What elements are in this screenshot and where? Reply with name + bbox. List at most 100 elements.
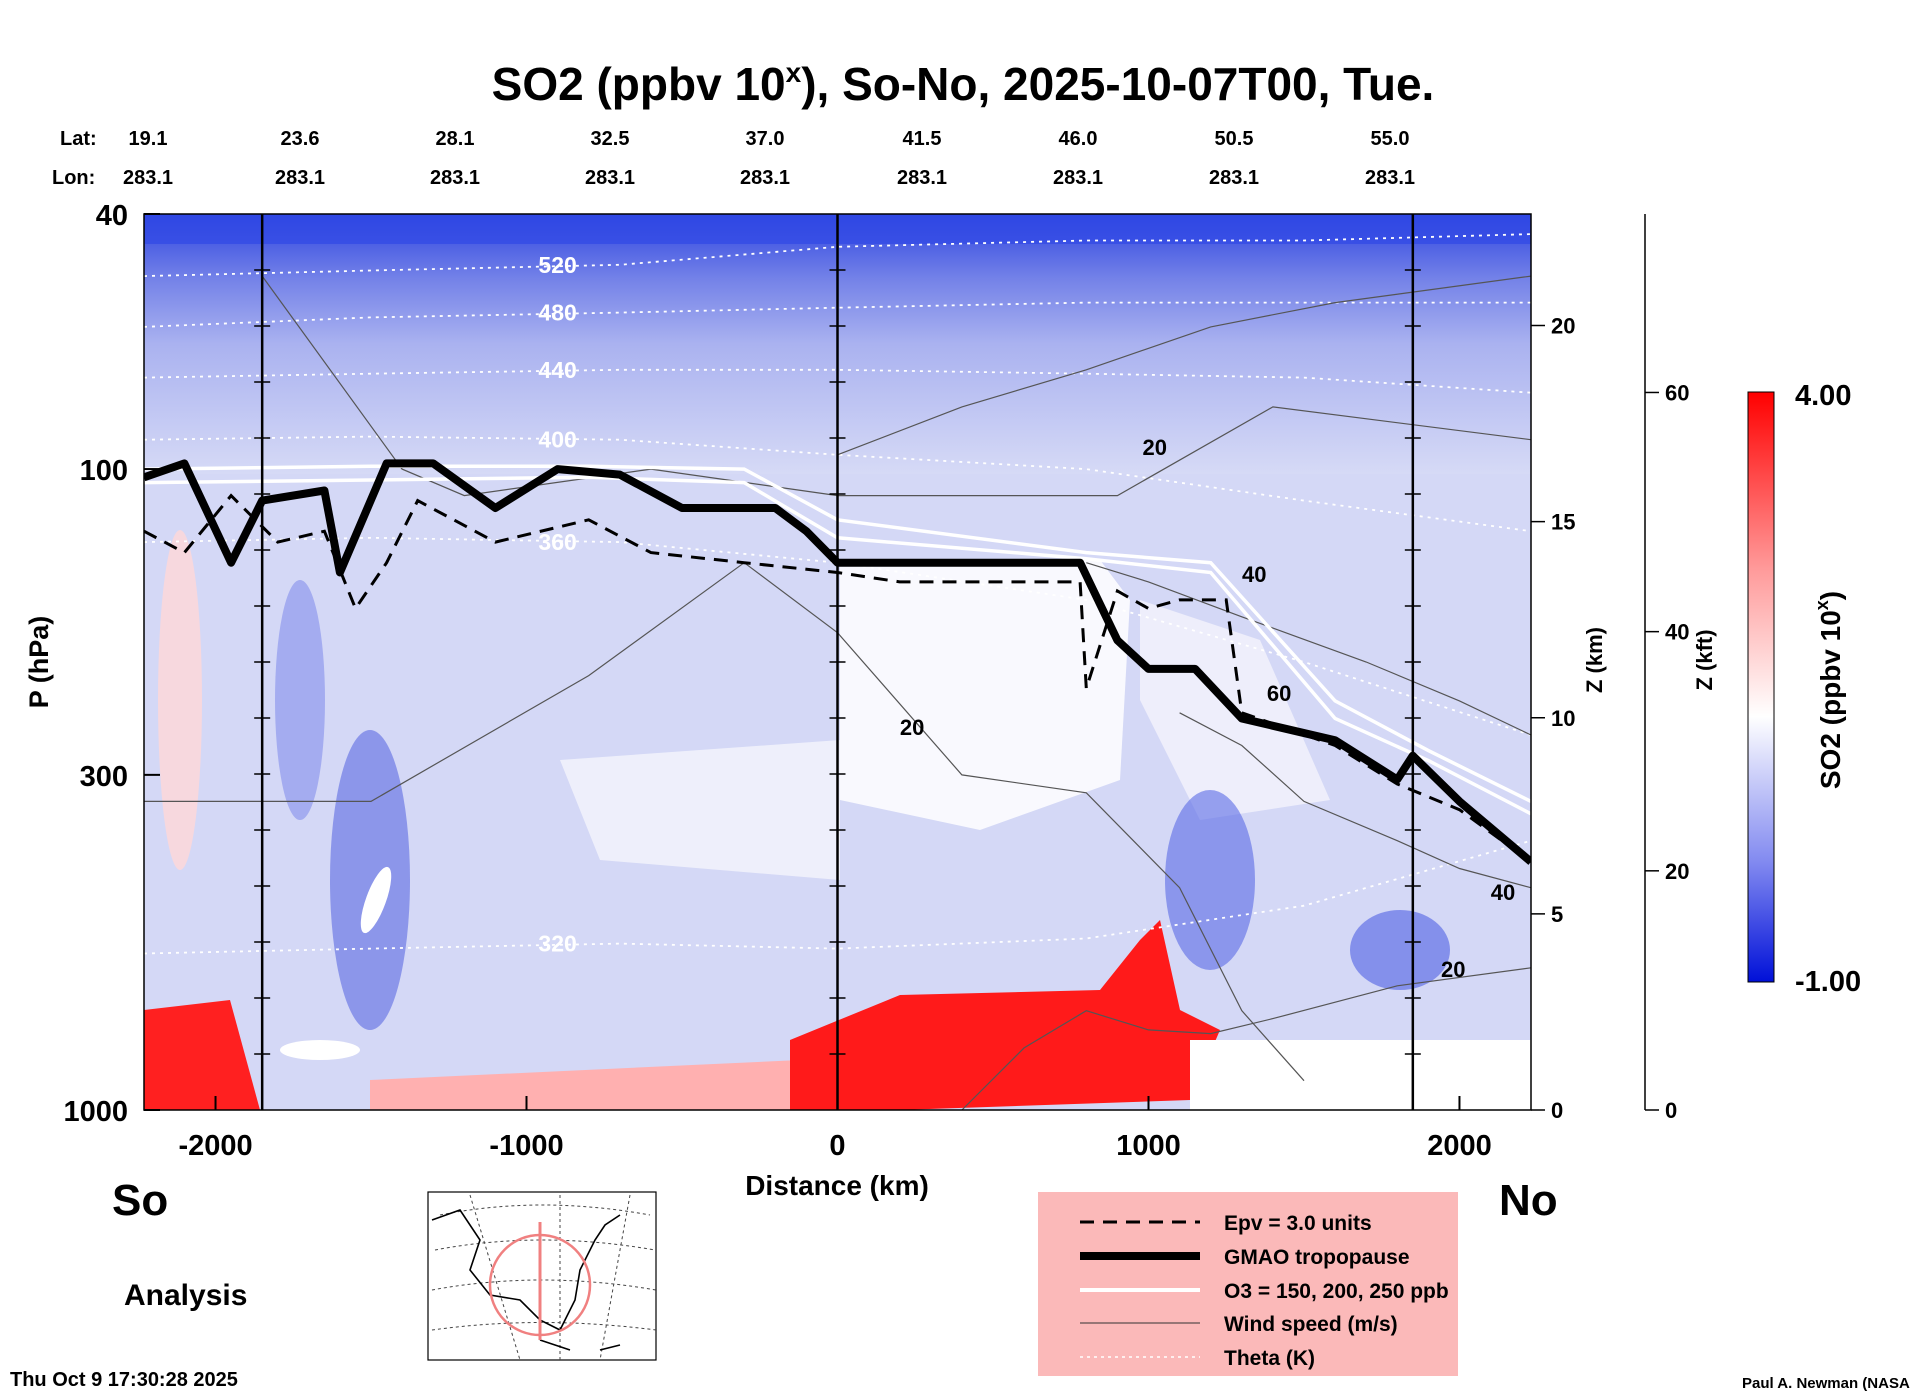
x-axis-label: Distance (km) [745, 1170, 929, 1201]
lon-value: 283.1 [1365, 167, 1415, 189]
legend: Epv = 3.0 units GMAO tropopause O3 = 150… [1038, 1192, 1458, 1376]
lon-value: 283.1 [585, 167, 635, 189]
x-axis-ticks: -2000 -1000 0 1000 2000 [178, 1096, 1492, 1162]
wind-contour-label: 40 [1491, 880, 1515, 905]
wind-contour [961, 967, 1531, 1110]
colorbar-max: 4.00 [1795, 380, 1851, 412]
z-km-tick-label: 15 [1551, 510, 1575, 535]
lon-value: 283.1 [897, 167, 947, 189]
white-ground-blob [280, 1040, 360, 1060]
z-km-tick-label: 0 [1551, 1098, 1563, 1123]
legend-o3-label: O3 = 150, 200, 250 ppb [1224, 1280, 1449, 1303]
credit: Paul A. Newman (NASA [1742, 1375, 1910, 1392]
legend-tropopause-label: GMAO tropopause [1224, 1246, 1410, 1269]
wind-contour-label: 60 [1267, 681, 1291, 706]
y-axis-ticks: 40 100 300 1000 [63, 200, 160, 1128]
map-frame [427, 1191, 657, 1361]
lat-value: 37.0 [746, 128, 785, 150]
z-km-label: Z (km) [1582, 627, 1607, 693]
ozone-contour [144, 464, 1531, 803]
z-km-axis: 0 5 10 15 20 [1531, 314, 1575, 1123]
legend-wind-label: Wind speed (m/s) [1224, 1313, 1398, 1336]
ozone-contour [144, 475, 1531, 816]
lon-value: 283.1 [1209, 167, 1259, 189]
lat-value: 55.0 [1371, 128, 1410, 150]
legend-epv-label: Epv = 3.0 units [1224, 1212, 1372, 1235]
lat-value: 50.5 [1215, 128, 1254, 150]
wind-contour [1086, 562, 1531, 736]
y-tick-label: 300 [80, 761, 128, 793]
x-tick-label: 0 [829, 1130, 845, 1162]
z-kft-tick-label: 0 [1665, 1098, 1677, 1123]
lat-value: 32.5 [591, 128, 630, 150]
theta-contour [144, 233, 1531, 277]
y-tick-label: 1000 [63, 1096, 128, 1128]
tropopause-line-group [144, 459, 1531, 865]
z-kft-tick-label: 20 [1665, 859, 1689, 884]
theta-contour-label: 320 [538, 931, 576, 957]
theta-contour [144, 301, 1531, 328]
colorbar-label: SO2 (ppbv 10x) [1812, 591, 1846, 789]
theta-contour-label: 480 [538, 300, 576, 326]
white-region-center [840, 560, 1130, 830]
red-surface-center [790, 920, 1220, 1110]
lat-value: 23.6 [281, 128, 320, 150]
z-kft-label: Z (kft) [1692, 629, 1717, 690]
south-label: So [112, 1176, 168, 1225]
red-surface-left [144, 1000, 260, 1110]
white-region-mid [560, 740, 840, 880]
y-tick-label: 40 [96, 200, 128, 232]
longitude-row: 283.1 283.1 283.1 283.1 283.1 283.1 283.1 283.1… [123, 167, 1415, 189]
lat-value: 19.1 [129, 128, 168, 150]
wind-contour [837, 275, 1531, 456]
white-blob [360, 866, 392, 934]
timestamp: Thu Oct 9 17:30:28 2025 [10, 1369, 238, 1391]
north-label: No [1499, 1176, 1558, 1225]
inset-map [427, 1191, 657, 1361]
map-meridians [469, 1194, 631, 1361]
ground-white-right [1190, 1040, 1531, 1110]
lon-label: Lon: [52, 167, 95, 189]
lat-label: Lat: [60, 128, 97, 150]
theta-contour [144, 368, 1531, 394]
theta-contours: 520 480 440 400 360 320 [144, 233, 1531, 957]
x-tick-label: 1000 [1116, 1130, 1181, 1162]
wind-contour-label: 40 [1242, 562, 1266, 587]
x-tick-label: 2000 [1427, 1130, 1492, 1162]
z-km-tick-label: 10 [1551, 706, 1575, 731]
tropopause-line [144, 459, 1531, 865]
y-tick-label: 100 [80, 455, 128, 487]
lat-value: 41.5 [903, 128, 942, 150]
blue-plume-1 [330, 730, 410, 1030]
vertical-marker-lines [254, 214, 1421, 1110]
blue-plume-4 [1350, 910, 1450, 990]
lon-value: 283.1 [740, 167, 790, 189]
x-tick-label: -2000 [178, 1130, 252, 1162]
legend-theta-label: Theta (K) [1224, 1347, 1315, 1370]
z-kft-tick-label: 40 [1665, 620, 1689, 645]
ozone-contours [144, 464, 1531, 816]
lon-value: 283.1 [430, 167, 480, 189]
theta-contour-label: 360 [538, 529, 576, 555]
colorbar-min: -1.00 [1795, 966, 1861, 998]
theta-contour-label: 520 [538, 252, 576, 278]
lon-value: 283.1 [275, 167, 325, 189]
wind-contour [144, 561, 1305, 1082]
wind-contour-label: 20 [1441, 957, 1465, 982]
wind-contour-label: 20 [1142, 435, 1166, 460]
z-km-tick-label: 20 [1551, 314, 1575, 339]
theta-contour [144, 839, 1531, 955]
pink-surface [370, 1060, 840, 1110]
z-kft-tick-label: 60 [1665, 380, 1689, 405]
y-axis-label: P (hPa) [24, 616, 54, 709]
colorbar [1747, 391, 1775, 983]
z-kft-axis: 0 20 40 60 [1645, 380, 1689, 1123]
theta-contour-label: 440 [538, 357, 576, 383]
pink-column [158, 530, 202, 870]
analysis-label: Analysis [124, 1279, 247, 1312]
lat-value: 28.1 [436, 128, 475, 150]
x-tick-label: -1000 [489, 1130, 563, 1162]
lat-value: 46.0 [1059, 128, 1098, 150]
theta-contour-label: 400 [538, 427, 576, 453]
